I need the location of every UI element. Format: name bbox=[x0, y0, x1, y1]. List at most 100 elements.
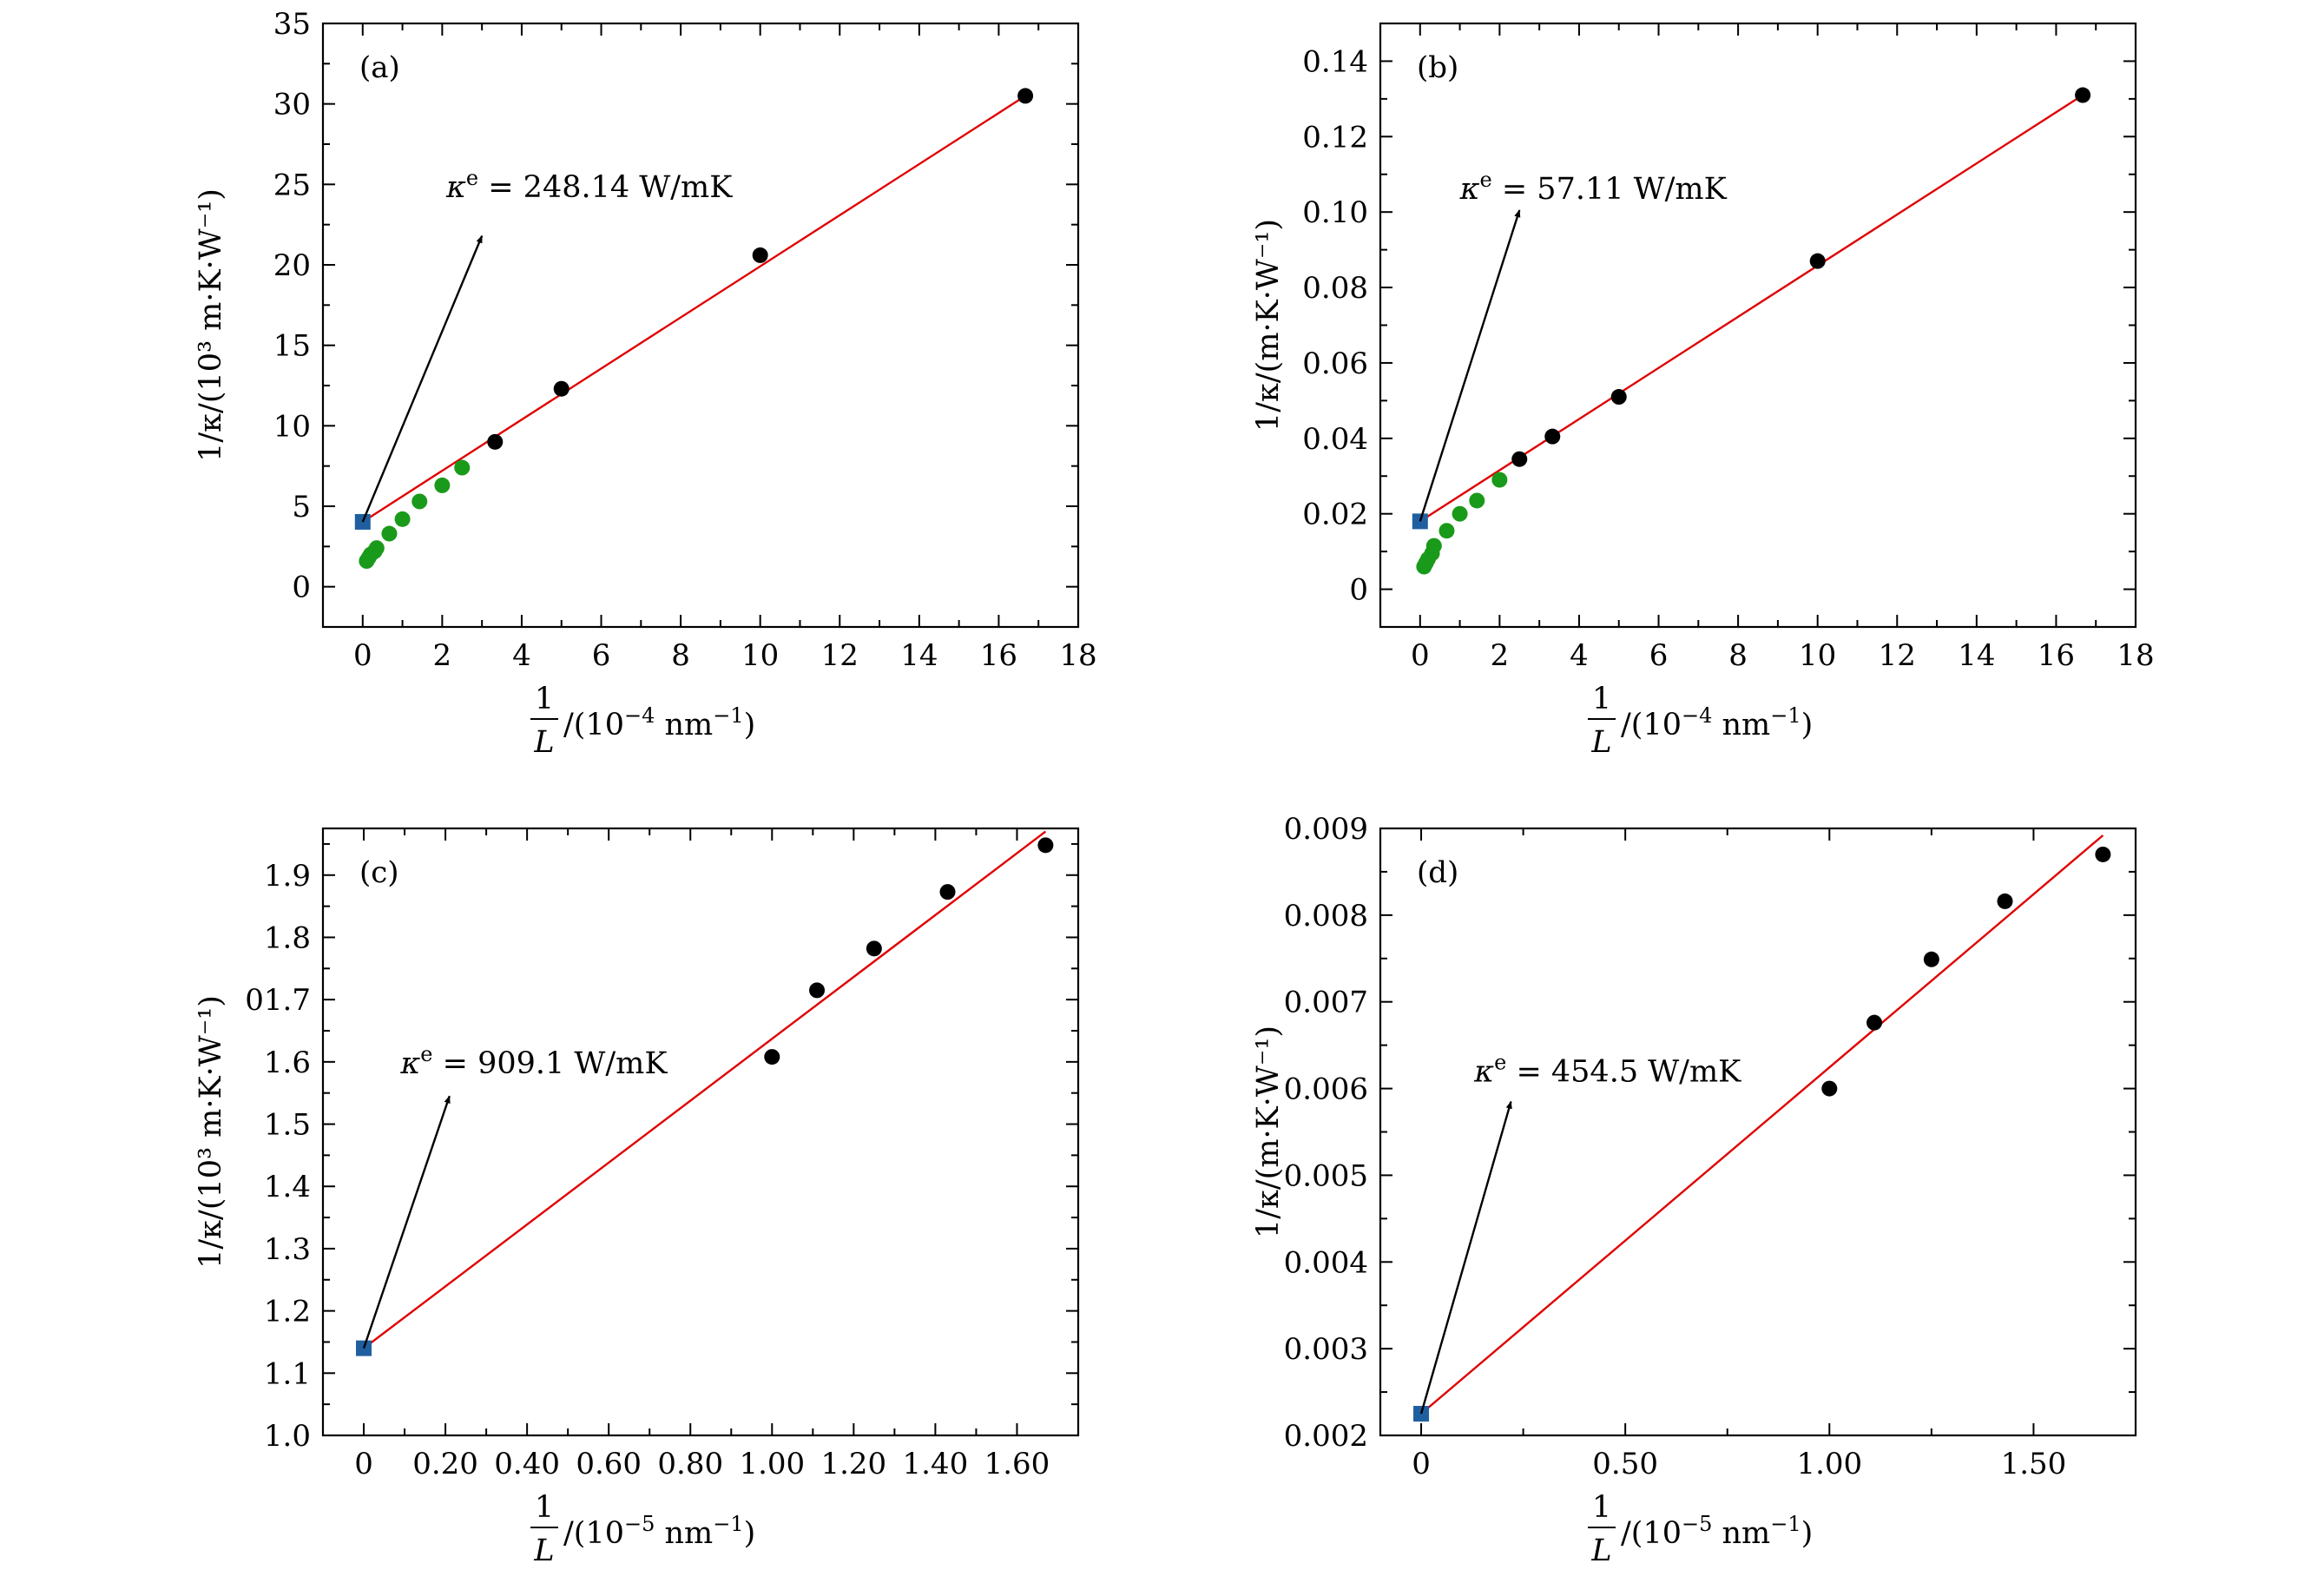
y-tick-label: 0 bbox=[1349, 573, 1368, 608]
data-point bbox=[368, 540, 385, 557]
data-point bbox=[809, 982, 826, 999]
x-tick-label: 16 bbox=[2038, 638, 2075, 673]
x-label-numerator: 1 bbox=[1592, 1490, 1611, 1525]
data-point bbox=[1866, 1014, 1883, 1031]
data-point bbox=[487, 433, 504, 450]
y-tick-label: 1.6 bbox=[264, 1046, 311, 1080]
y-tick-label: 0.12 bbox=[1302, 120, 1368, 155]
x-label-numerator: 1 bbox=[1592, 682, 1611, 716]
y-tick-label: 25 bbox=[273, 168, 311, 202]
y-tick-label: 1.5 bbox=[264, 1108, 311, 1143]
x-label-denominator: L bbox=[1590, 725, 1611, 760]
data-point bbox=[1809, 253, 1826, 269]
y-tick-label: 1.0 bbox=[264, 1419, 311, 1454]
data-point bbox=[1923, 951, 1939, 967]
y-tick-label: 0.10 bbox=[1302, 195, 1368, 230]
y-tick-label: 0.005 bbox=[1284, 1158, 1368, 1193]
y-tick-label: 0.002 bbox=[1284, 1419, 1368, 1454]
data-point bbox=[866, 940, 882, 957]
data-point bbox=[1017, 88, 1034, 104]
x-tick-label: 1.00 bbox=[1796, 1447, 1862, 1481]
y-tick-label: 0.006 bbox=[1284, 1072, 1368, 1107]
y-tick-label: 0.08 bbox=[1302, 271, 1368, 306]
data-point bbox=[394, 511, 411, 527]
panel-label: (c) bbox=[359, 855, 399, 890]
y-tick-label: 5 bbox=[292, 490, 311, 524]
y-tick-label: 15 bbox=[273, 329, 311, 364]
fit-line bbox=[362, 95, 1026, 523]
x-tick-label: 0.50 bbox=[1592, 1447, 1658, 1481]
y-axis-label: 1/κ/(m·K·W⁻¹) bbox=[1251, 1026, 1286, 1238]
y-tick-label: 1.9 bbox=[264, 859, 311, 894]
y-tick-label: 0.003 bbox=[1284, 1332, 1368, 1367]
y-axis-label: 1/κ/(10³ m·K·W⁻¹) bbox=[194, 995, 228, 1269]
x-tick-label: 8 bbox=[1728, 638, 1748, 673]
x-tick-label: 0.60 bbox=[576, 1447, 642, 1481]
data-point bbox=[764, 1049, 780, 1065]
x-label-denominator: L bbox=[1590, 1534, 1611, 1568]
annotation-arrow bbox=[1419, 1100, 1512, 1415]
annotation-text: κe = 57.11 W/mK bbox=[1459, 168, 1728, 207]
data-point bbox=[939, 884, 956, 900]
data-point bbox=[1452, 505, 1468, 522]
x-tick-label: 4 bbox=[512, 638, 531, 673]
y-tick-label: 01.7 bbox=[245, 983, 311, 1018]
x-tick-label: 10 bbox=[1799, 638, 1836, 673]
annotation-text: κe = 454.5 W/mK bbox=[1473, 1051, 1741, 1090]
data-point bbox=[1491, 472, 1508, 488]
x-tick-label: 6 bbox=[592, 638, 611, 673]
x-tick-label: 0.40 bbox=[494, 1447, 560, 1481]
y-tick-label: 1.3 bbox=[264, 1232, 311, 1267]
fit-line bbox=[1420, 834, 2104, 1415]
fit-line bbox=[363, 830, 1047, 1349]
x-axis-label: /(10−5 nm−1) bbox=[1621, 1512, 1813, 1551]
x-tick-label: 0 bbox=[354, 1447, 373, 1481]
data-point bbox=[1821, 1080, 1838, 1097]
x-tick-label: 12 bbox=[1879, 638, 1916, 673]
y-tick-label: 1.8 bbox=[264, 920, 311, 955]
x-tick-label: 14 bbox=[1958, 638, 1995, 673]
x-tick-label: 0 bbox=[1411, 638, 1430, 673]
data-point bbox=[1425, 538, 1442, 554]
y-tick-label: 0.02 bbox=[1302, 498, 1368, 532]
data-point bbox=[434, 477, 451, 493]
x-tick-label: 1.40 bbox=[903, 1447, 969, 1481]
y-tick-label: 0.04 bbox=[1302, 422, 1368, 457]
x-tick-label: 0.20 bbox=[412, 1447, 478, 1481]
annotation-text: κe = 909.1 W/mK bbox=[399, 1042, 668, 1081]
x-tick-label: 0.80 bbox=[657, 1447, 723, 1481]
panel-label: (d) bbox=[1417, 855, 1458, 890]
y-tick-label: 0.007 bbox=[1284, 986, 1368, 1020]
y-axis-label: 1/κ/(m·K·W⁻¹) bbox=[1251, 219, 1286, 432]
y-axis-label: 1/κ/(10³ m·K·W⁻¹) bbox=[194, 188, 228, 462]
data-point bbox=[1511, 451, 1528, 467]
x-axis-label: /(10−5 nm−1) bbox=[563, 1512, 755, 1551]
y-tick-label: 0.009 bbox=[1284, 812, 1368, 847]
data-point bbox=[1997, 893, 2013, 909]
y-tick-label: 30 bbox=[273, 88, 311, 122]
data-point bbox=[1037, 837, 1054, 854]
x-tick-label: 1.60 bbox=[984, 1447, 1050, 1481]
plot-frame bbox=[321, 22, 1080, 629]
panel-label: (b) bbox=[1417, 50, 1458, 85]
x-axis-label: /(10−4 nm−1) bbox=[1621, 703, 1813, 742]
data-point bbox=[1544, 428, 1561, 445]
data-point bbox=[1610, 389, 1627, 406]
plot-frame bbox=[1379, 827, 2137, 1437]
annotation-arrow bbox=[362, 1095, 451, 1349]
y-tick-label: 20 bbox=[273, 248, 311, 283]
x-tick-label: 8 bbox=[671, 638, 690, 673]
chart-panel-a: 0 2 4 6 8 10 12 14 16 18 0 5 10 15 20 25 30 35 κe = 248.14… bbox=[194, 7, 1097, 760]
y-tick-label: 1.2 bbox=[264, 1295, 311, 1329]
data-point bbox=[553, 380, 569, 397]
annotation-arrow bbox=[1419, 209, 1521, 522]
x-tick-label: 2 bbox=[1491, 638, 1510, 673]
x-tick-label: 1.20 bbox=[820, 1447, 886, 1481]
data-point bbox=[411, 493, 428, 510]
y-tick-label: 0.06 bbox=[1302, 346, 1368, 381]
annotation-text: κe = 248.14 W/mK bbox=[445, 166, 733, 205]
plot-frame bbox=[1379, 22, 2137, 629]
x-tick-label: 10 bbox=[741, 638, 779, 673]
x-tick-label: 2 bbox=[433, 638, 452, 673]
